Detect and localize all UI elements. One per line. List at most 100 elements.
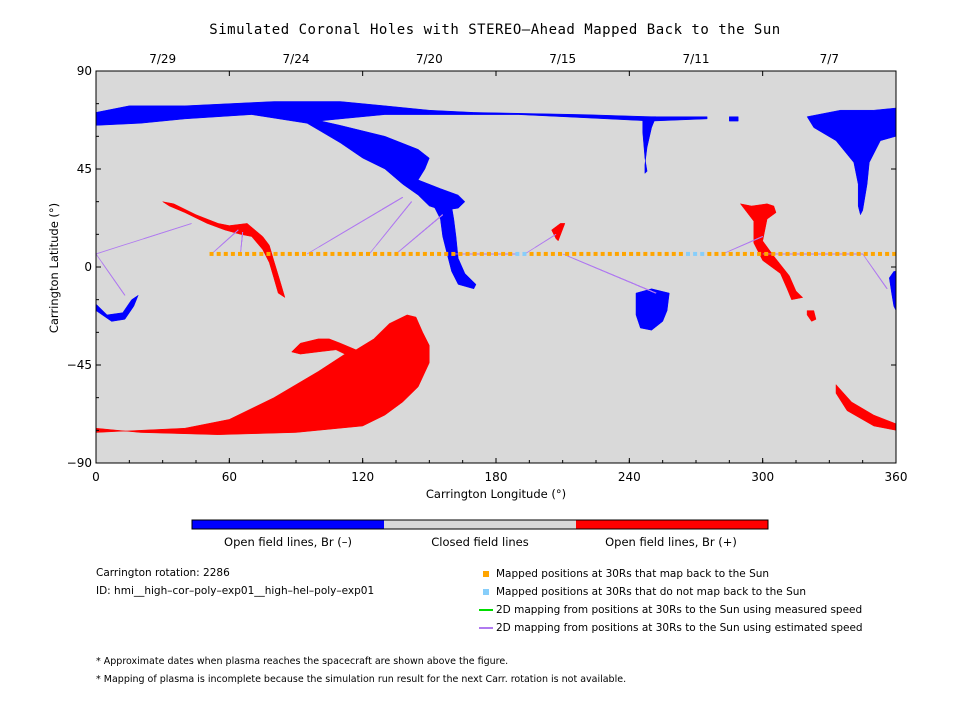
x-tick-label: 240 [618,470,641,484]
mapped-point [522,251,527,256]
colorbar-frame [191,519,769,530]
mapped-point [799,251,804,256]
mapped-point [558,251,562,256]
plot-background [96,71,896,463]
y-axis: 90 45 0 −45 −90 [67,64,896,470]
mapped-point [316,251,321,256]
mapped-point [678,251,683,256]
mapped-point [863,251,868,256]
mapped-point [266,251,271,256]
mapped-point [543,251,548,256]
y-tick-label: −45 [67,358,92,372]
colorbar-segment [384,520,576,529]
colorbar-label-positive: Open field lines, Br (+) [605,535,737,549]
mapped-point [693,251,698,256]
mapping-line [234,229,239,234]
legend-label: 2D mapping from positions at 30Rs to the… [496,622,863,634]
mapped-point [714,251,719,256]
colorbar [191,519,769,530]
mapped-point [508,251,513,256]
mapped-point [707,251,712,256]
mapped-point [870,251,875,256]
mapped-point [636,251,641,256]
mapped-point [856,251,861,256]
legend-label: 2D mapping from positions at 30Rs to the… [496,604,863,616]
x-axis-label: Carrington Longitude (°) [425,487,567,501]
mapping-line [650,290,657,294]
mapped-point [792,251,797,256]
mapped-point [892,251,897,256]
legend-item-mapped: Mapped positions at 30Rs that map back t… [476,566,769,582]
coronal-hole-positive [162,201,286,299]
mapped-point [252,251,257,256]
mapped-point [387,251,392,256]
mapped-point [529,251,534,256]
x-tick-label: 60 [222,470,237,484]
mapped-point [430,251,434,256]
orange-square-icon [483,571,489,577]
coronal-hole-negative [433,205,477,290]
legend-item-not-mapped: Mapped positions at 30Rs that do not map… [476,584,806,600]
coronal-hole-positive [551,223,566,242]
y-tick-label: 45 [77,162,92,176]
mapped-point [501,251,506,256]
mapped-point [337,251,342,256]
mapped-point [472,251,477,256]
y-tick-label: 90 [77,64,92,78]
run-id: ID: hmi__high–cor–poly–exp01__high–hel–p… [96,585,375,597]
mapped-point [486,251,491,256]
legend-label: Mapped positions at 30Rs that do not map… [496,586,807,598]
mapped-point [742,251,747,256]
green-line-icon [479,609,493,611]
y-tick-label: −90 [67,456,92,470]
mapped-point [358,251,363,256]
top-date-axis: 7/29 7/24 7/20 7/15 7/11 7/7 [149,52,839,66]
mapped-point [778,251,783,256]
mapped-point [366,251,370,256]
mapped-point [323,251,328,256]
mapped-point [721,251,726,256]
mapped-point [629,251,634,256]
mapped-point [814,251,818,256]
mapped-point [394,251,399,256]
light-blue-square-icon [483,589,489,595]
mapped-point [565,251,570,256]
x-tick-label: 360 [885,470,908,484]
mapping-line [545,233,557,242]
mapped-point [351,251,356,256]
top-date-label: 7/20 [416,52,443,66]
mapped-point [238,251,242,256]
y-tick-label: 0 [84,260,92,274]
mapped-point [614,251,619,256]
mapped-point [280,251,285,256]
mapped-point [828,251,833,256]
mapped-point [607,251,612,256]
x-tick-label: 120 [351,470,374,484]
mapped-point [664,251,669,256]
coronal-hole-positive [806,310,817,322]
mapped-points [209,251,897,256]
mapped-point [223,251,228,256]
mapped-point [408,251,413,256]
colorbar-label-closed: Closed field lines [431,535,529,549]
mapped-point [344,251,349,256]
chart-title: Simulated Coronal Holes with STEREO–Ahea… [209,22,781,38]
mapped-point [885,251,890,256]
mapping-line [438,214,443,219]
footnote: * Mapping of plasma is incomplete becaus… [96,674,627,685]
legend-item-estimated-speed: 2D mapping from positions at 30Rs to the… [476,620,863,636]
mapped-point [380,251,385,256]
coronal-holes [95,101,897,435]
footnote: * Approximate dates when plasma reaches … [96,656,509,667]
top-date-label: 7/29 [149,52,176,66]
coronal-hole-negative [95,294,139,322]
mapped-point [821,251,826,256]
coronal-hole-negative [642,116,657,175]
mapped-point [622,251,626,256]
mapping-line [118,286,126,296]
top-date-label: 7/24 [283,52,310,66]
mapped-point [287,251,292,256]
mapping-line [143,223,192,240]
purple-line-icon [479,627,493,629]
